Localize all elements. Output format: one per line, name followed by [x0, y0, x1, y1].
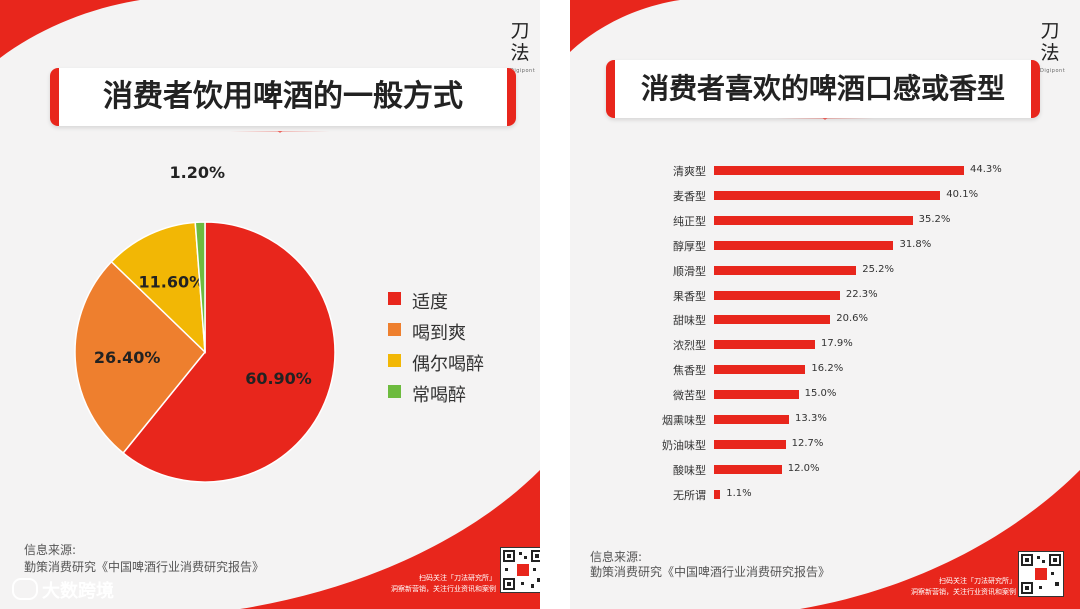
source-label: 信息来源: — [24, 543, 77, 557]
source-text: 勤策消费研究《中国啤酒行业消费研究报告》 — [24, 560, 265, 574]
title-box: 消费者饮用啤酒的一般方式 — [50, 68, 516, 126]
bar-value-label: 12.0% — [787, 462, 820, 474]
bar-category-label: 微苦型 — [673, 389, 706, 403]
watermark-icon — [12, 578, 38, 600]
pie-slice-4 — [194, 221, 206, 353]
bar-value-label: 12.7% — [791, 437, 824, 449]
bar-category-label: 烟熏味型 — [662, 414, 706, 427]
bar-category-label: 浓烈型 — [673, 339, 706, 353]
bar-category-label: 奶油味型 — [662, 438, 706, 452]
corner-decoration-bottom-right — [800, 470, 1080, 609]
bar-value-label: 40.1% — [946, 188, 979, 200]
qr-caption-2: 洞察新营销，关注行业资讯和案例 — [911, 588, 1016, 596]
page-title: 消费者饮用啤酒的一般方式 — [103, 79, 463, 114]
title-accent-left — [606, 60, 615, 118]
brand-logo-subtext: Digipont — [1040, 68, 1066, 74]
bar-value-label: 17.9% — [821, 338, 853, 350]
source-label: 信息来源: — [590, 550, 643, 564]
bar-category-label: 麦香型 — [673, 189, 706, 203]
bar-category-label: 焦香型 — [673, 364, 706, 378]
watermark-text: 大数跨境 — [42, 581, 114, 602]
bar-3 — [714, 215, 913, 225]
bar-value-label: 25.2% — [862, 263, 894, 275]
pie-data-label-1: 60.90% — [245, 369, 312, 388]
legend-swatch — [388, 354, 401, 367]
pie-chart: 60.90% 26.40% 11.60% 1.20% — [74, 163, 336, 483]
bar-13 — [714, 464, 782, 474]
pie-slice-2 — [74, 260, 207, 455]
legend-swatch — [388, 323, 401, 336]
legend-label: 适度 — [412, 292, 448, 313]
bar-8 — [714, 340, 816, 350]
pie-slice-1 — [122, 221, 336, 483]
pie-slice-3 — [110, 221, 206, 354]
bar-category-label: 果香型 — [673, 289, 706, 303]
qr-code[interactable] — [500, 547, 540, 593]
bar-4 — [714, 240, 894, 250]
bar-value-label: 44.3% — [970, 164, 1002, 175]
bar-2 — [714, 190, 941, 200]
bar-category-label: 酸味型 — [673, 463, 706, 477]
qr-code-pattern — [503, 550, 540, 590]
watermark: 大数跨境 — [12, 577, 114, 603]
title-accent-right — [1031, 60, 1040, 118]
bar-category-label: 无所谓 — [673, 488, 706, 502]
legend-label: 常喝醉 — [412, 385, 466, 406]
legend-label: 喝到爽 — [412, 323, 466, 344]
bar-value-label: 35.2% — [918, 213, 951, 225]
bar-9 — [714, 365, 806, 375]
bar-value-label: 31.8% — [899, 238, 932, 250]
bar-category-label: 顺滑型 — [673, 264, 706, 278]
bar-value-label: 13.3% — [795, 413, 827, 424]
bar-value-label: 15.0% — [804, 388, 837, 400]
right-panel: 刀 法 Digipont 消费者喜欢的啤酒口感或香型 清爽型 44.3% 麦香型 40… — [570, 0, 1080, 609]
bar-14 — [714, 489, 721, 499]
title-accent-left — [50, 68, 59, 126]
corner-decoration-top-left — [0, 0, 140, 58]
bar-1 — [714, 166, 964, 175]
bar-value-label: 20.6% — [836, 313, 869, 325]
title-underline — [776, 118, 874, 120]
pie-data-label-3: 11.60% — [138, 272, 205, 291]
page-title: 消费者喜欢的啤酒口感或香型 — [640, 72, 1005, 105]
legend-swatch — [388, 292, 401, 305]
bar-value-label: 1.1% — [726, 487, 752, 499]
bar-category-label: 纯正型 — [673, 214, 706, 228]
title-underline — [230, 131, 330, 133]
legend-swatch — [388, 385, 401, 398]
title-box: 消费者喜欢的啤酒口感或香型 — [606, 60, 1040, 118]
bar-category-label: 清爽型 — [673, 165, 706, 178]
title-accent-right — [507, 68, 516, 126]
bar-7 — [714, 315, 831, 325]
qr-caption-2: 洞察新营销，关注行业资讯和案例 — [391, 585, 496, 593]
brand-logo-subtext: Digipont — [510, 68, 536, 74]
left-panel: 刀 法 Digipont 消费者饮用啤酒的一般方式 60.90% 26.40% 11… — [0, 0, 540, 609]
legend-label: 偶尔喝醉 — [412, 354, 484, 375]
bar-6 — [714, 290, 840, 300]
source-text: 勤策消费研究《中国啤酒行业消费研究报告》 — [590, 565, 831, 579]
bar-category-label: 醇厚型 — [673, 239, 706, 253]
bar-value-label: 22.3% — [845, 288, 878, 300]
bar-5 — [714, 265, 857, 275]
bar-11 — [714, 415, 790, 424]
brand-logo: 刀 法 — [1040, 20, 1060, 64]
brand-logo: 刀 法 — [510, 20, 530, 64]
qr-caption-1: 扫码关注「刀法研究所」 — [939, 577, 1016, 585]
corner-decoration-top-left — [570, 0, 680, 52]
bar-12 — [714, 439, 786, 449]
qr-caption-1: 扫码关注「刀法研究所」 — [419, 574, 496, 582]
pie-data-label-2: 26.40% — [94, 348, 161, 367]
qr-code[interactable] — [1018, 551, 1064, 597]
pie-data-label-4: 1.20% — [170, 163, 226, 182]
bar-value-label: 16.2% — [811, 363, 844, 375]
bar-10 — [714, 390, 799, 400]
bar-category-label: 甜味型 — [673, 314, 706, 328]
qr-code-pattern — [1021, 554, 1061, 594]
corner-decoration-bottom-right — [240, 470, 540, 609]
